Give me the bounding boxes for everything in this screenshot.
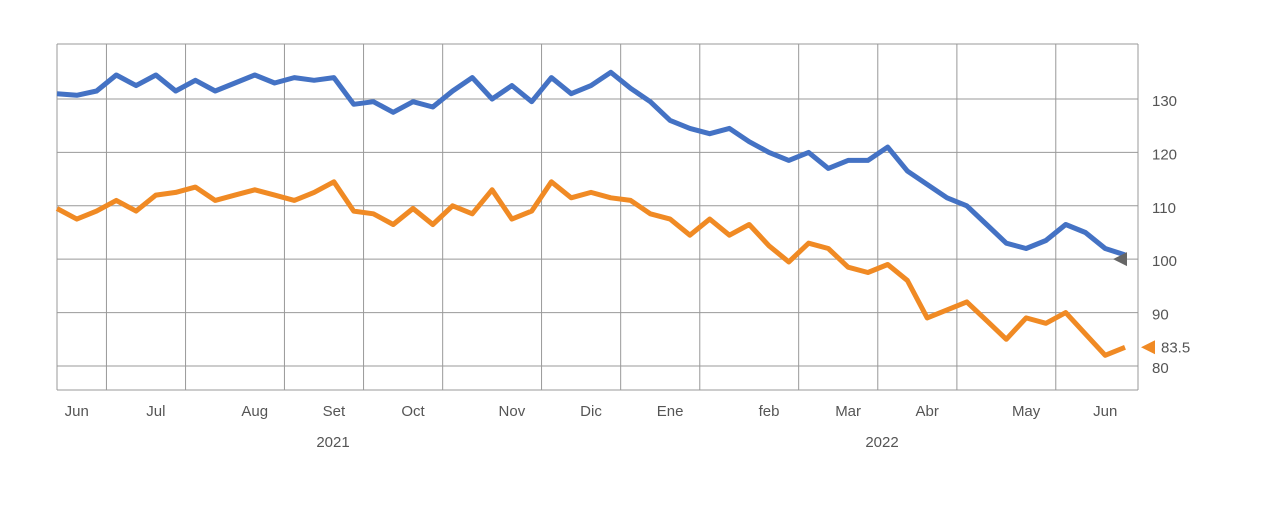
end-marker-label: 83.5	[1161, 339, 1190, 356]
x-tick-label: Jul	[146, 403, 165, 420]
x-tick-label: Dic	[580, 403, 602, 420]
y-tick-label: 110	[1152, 200, 1176, 217]
y-tick-label: 120	[1152, 146, 1177, 163]
x-tick-label: Abr	[916, 403, 939, 420]
year-label: 2021	[316, 434, 349, 451]
x-tick-label: Jun	[1093, 403, 1117, 420]
year-label: 2022	[865, 434, 898, 451]
end-marker	[1113, 252, 1127, 267]
x-tick-label: Oct	[401, 403, 425, 420]
x-tick-label: Set	[323, 403, 346, 420]
x-tick-label: Aug	[241, 403, 268, 420]
y-tick-label: 100	[1152, 253, 1177, 270]
x-tick-label: Mar	[835, 403, 861, 420]
x-tick-label: May	[1012, 403, 1041, 420]
end-marker	[1141, 340, 1155, 355]
y-tick-label: 130	[1152, 93, 1177, 110]
series-line	[55, 179, 1126, 358]
x-tick-label: Ene	[657, 403, 684, 420]
x-tick-label: Jun	[65, 403, 89, 420]
y-tick-label: 80	[1152, 360, 1169, 377]
x-tick-label: feb	[759, 403, 780, 420]
series-line	[56, 69, 1126, 258]
x-tick-label: Nov	[499, 403, 526, 420]
y-tick-label: 90	[1152, 307, 1169, 324]
